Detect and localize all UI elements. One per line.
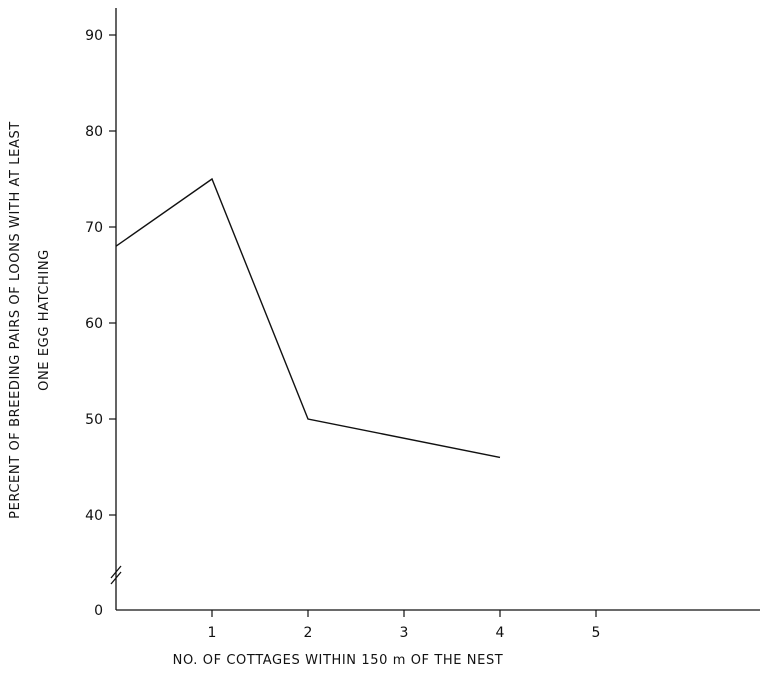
y-tick-label: 70 [85,220,103,236]
x-tick-label: 5 [592,625,601,641]
x-tick-label: 4 [496,625,505,641]
x-tick-label: 2 [304,625,313,641]
series-line [115,177,501,459]
y-tick-label: 60 [85,316,103,332]
y-tick-label: 90 [85,28,103,44]
axes [110,8,760,611]
y-tick-label: 50 [85,412,103,428]
y-axis-break-mark-lower [110,571,122,585]
x-tick-label: 3 [400,625,409,641]
series [115,177,501,459]
y-axis-break-mark-upper [110,565,122,579]
ticks: 0 40 50 60 70 80 90 1 2 3 4 5 [85,28,600,641]
x-tick-label: 1 [208,625,217,641]
y-axis-title-line-2: ONE EGG HATCHING [37,249,52,391]
x-axis-title: NO. OF COTTAGES WITHIN 150 m OF THE NEST [173,653,504,668]
y-tick-label: 80 [85,124,103,140]
y-axis-title-line-1: PERCENT OF BREEDING PAIRS OF LOONS WITH … [8,121,23,519]
axis-titles: NO. OF COTTAGES WITHIN 150 m OF THE NEST… [8,121,503,668]
y-tick-label: 40 [85,508,103,524]
y-tick-label: 0 [94,603,103,619]
